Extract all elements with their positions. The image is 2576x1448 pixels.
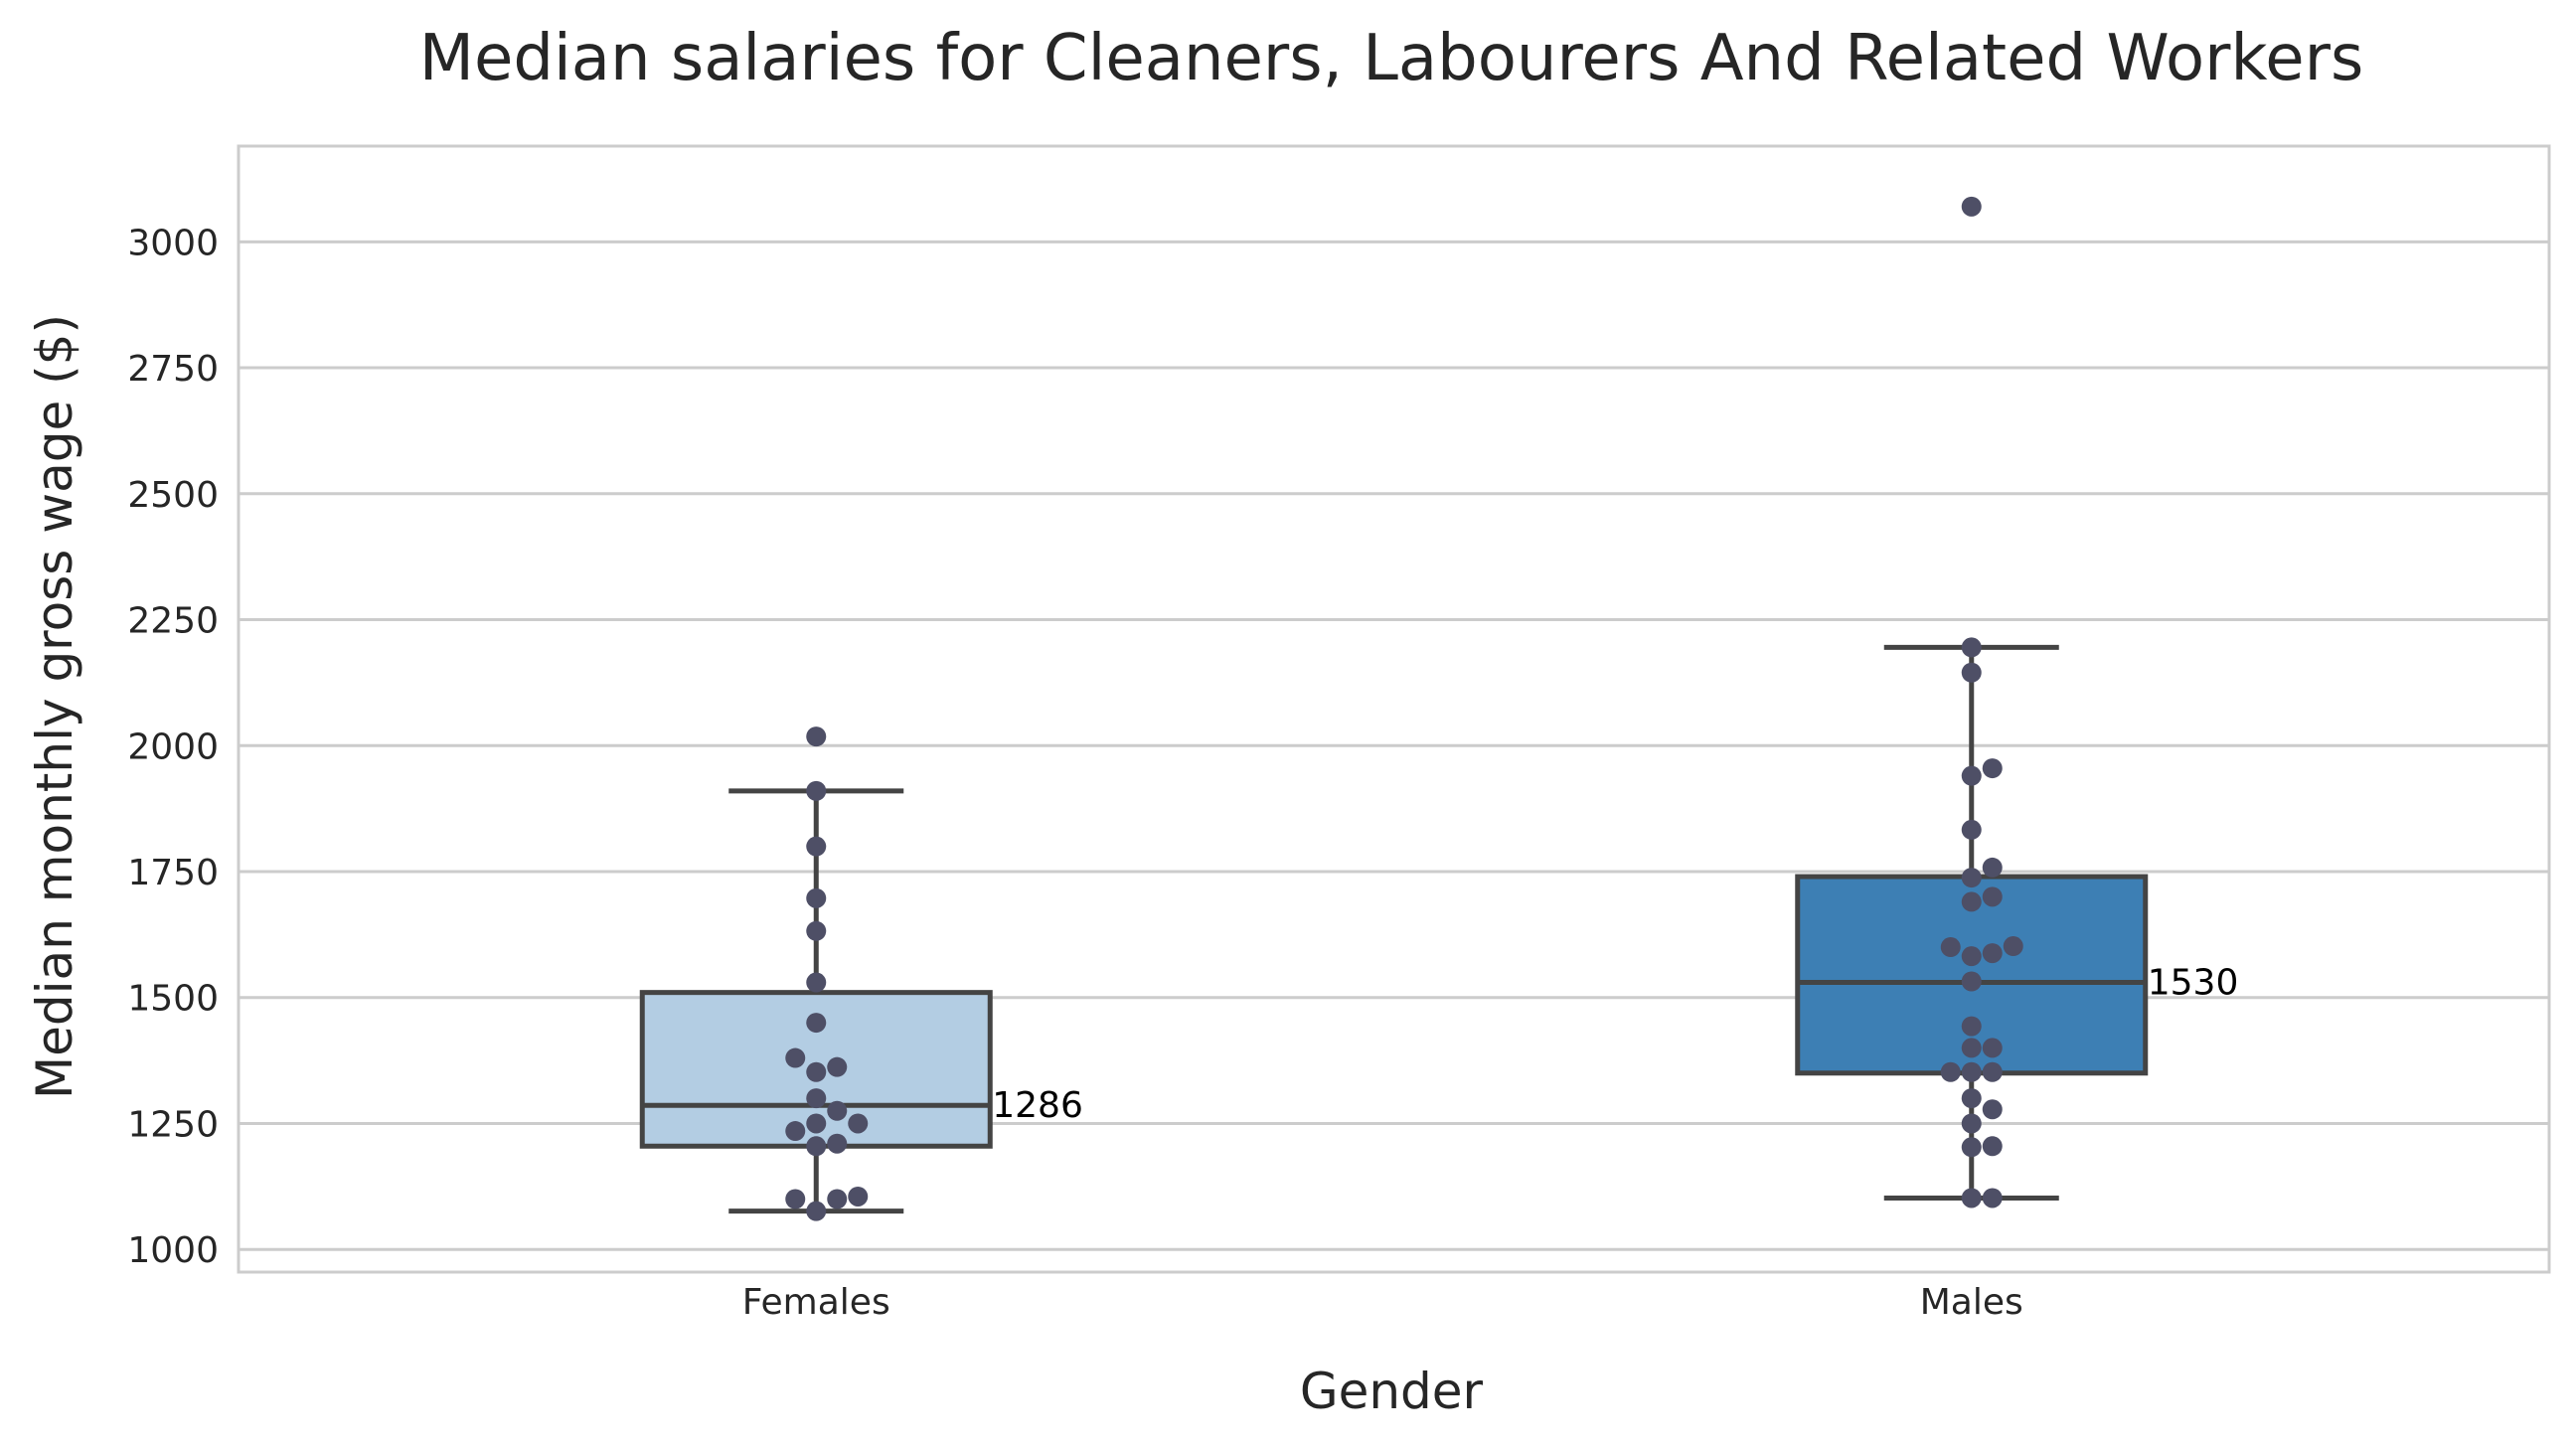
data-point — [806, 1061, 827, 1082]
boxes — [639, 644, 2149, 1214]
data-point — [848, 1113, 869, 1134]
y-tick-label: 2500 — [127, 475, 219, 516]
data-point — [1961, 1016, 1982, 1037]
chart-title: Median salaries for Cleaners, Labourers … — [419, 22, 2364, 95]
data-point — [827, 1100, 848, 1121]
data-point — [1940, 937, 1961, 958]
y-tick-label: 1250 — [127, 1104, 219, 1145]
data-point — [1961, 1088, 1982, 1109]
data-point — [806, 780, 827, 801]
data-points — [785, 196, 2023, 1221]
data-point — [806, 1201, 827, 1221]
data-point — [2003, 936, 2023, 957]
x-axis-label: Gender — [1300, 1363, 1484, 1420]
data-point — [1961, 1188, 1982, 1208]
median-value-label: 1530 — [2148, 963, 2239, 1004]
data-point — [785, 1047, 806, 1068]
median-labels: 1286 1530 — [992, 963, 2238, 1127]
data-point — [848, 1186, 869, 1207]
data-point — [1961, 196, 1982, 217]
data-point — [1961, 765, 1982, 786]
data-point — [1982, 943, 2003, 964]
data-point — [1982, 1061, 2003, 1082]
data-point — [1961, 819, 1982, 840]
y-tick-label: 1000 — [127, 1230, 219, 1271]
data-point — [1961, 662, 1982, 683]
data-point — [1961, 946, 1982, 967]
data-point — [827, 1056, 848, 1077]
data-point — [1982, 857, 2003, 878]
data-point — [827, 1133, 848, 1154]
y-axis-label: Median monthly gross wage ($) — [26, 314, 83, 1099]
plot-frame — [237, 144, 2551, 1274]
x-tick-label: Males — [1920, 1282, 2023, 1323]
y-tick-labels: 1000 1250 1500 1750 2000 2250 2500 2750 3000 — [127, 223, 219, 1271]
data-point — [1982, 1136, 2003, 1157]
data-point — [1961, 868, 1982, 888]
data-point — [1982, 1038, 2003, 1058]
data-point — [1961, 1038, 1982, 1058]
data-point — [1961, 891, 1982, 912]
data-point — [806, 726, 827, 747]
x-tick-labels: Females Males — [742, 1282, 2023, 1323]
data-point — [1982, 1099, 2003, 1120]
data-point — [1961, 1137, 1982, 1158]
data-point — [785, 1189, 806, 1209]
data-point — [1982, 1188, 2003, 1208]
y-tick-label: 1750 — [127, 853, 219, 893]
data-point — [1982, 886, 2003, 907]
data-point — [827, 1189, 848, 1209]
median-value-label: 1286 — [992, 1085, 1083, 1126]
data-point — [806, 1113, 827, 1134]
data-point — [806, 887, 827, 908]
y-tick-label: 2250 — [127, 601, 219, 642]
y-tick-label: 1500 — [127, 979, 219, 1020]
data-point — [1940, 1061, 1961, 1082]
data-point — [806, 1088, 827, 1109]
y-tick-label: 2750 — [127, 349, 219, 390]
data-point — [806, 1013, 827, 1034]
data-point — [785, 1121, 806, 1142]
data-point — [1961, 1061, 1982, 1082]
data-point — [806, 1136, 827, 1157]
y-tick-label: 3000 — [127, 223, 219, 263]
data-point — [1961, 637, 1982, 658]
grid-lines — [239, 240, 2549, 1251]
data-point — [1961, 971, 1982, 992]
data-point — [806, 920, 827, 941]
data-point — [1982, 758, 2003, 779]
x-tick-label: Females — [742, 1282, 890, 1323]
data-point — [806, 836, 827, 857]
data-point — [1961, 1113, 1982, 1134]
data-point — [806, 972, 827, 993]
y-tick-label: 2000 — [127, 726, 219, 767]
